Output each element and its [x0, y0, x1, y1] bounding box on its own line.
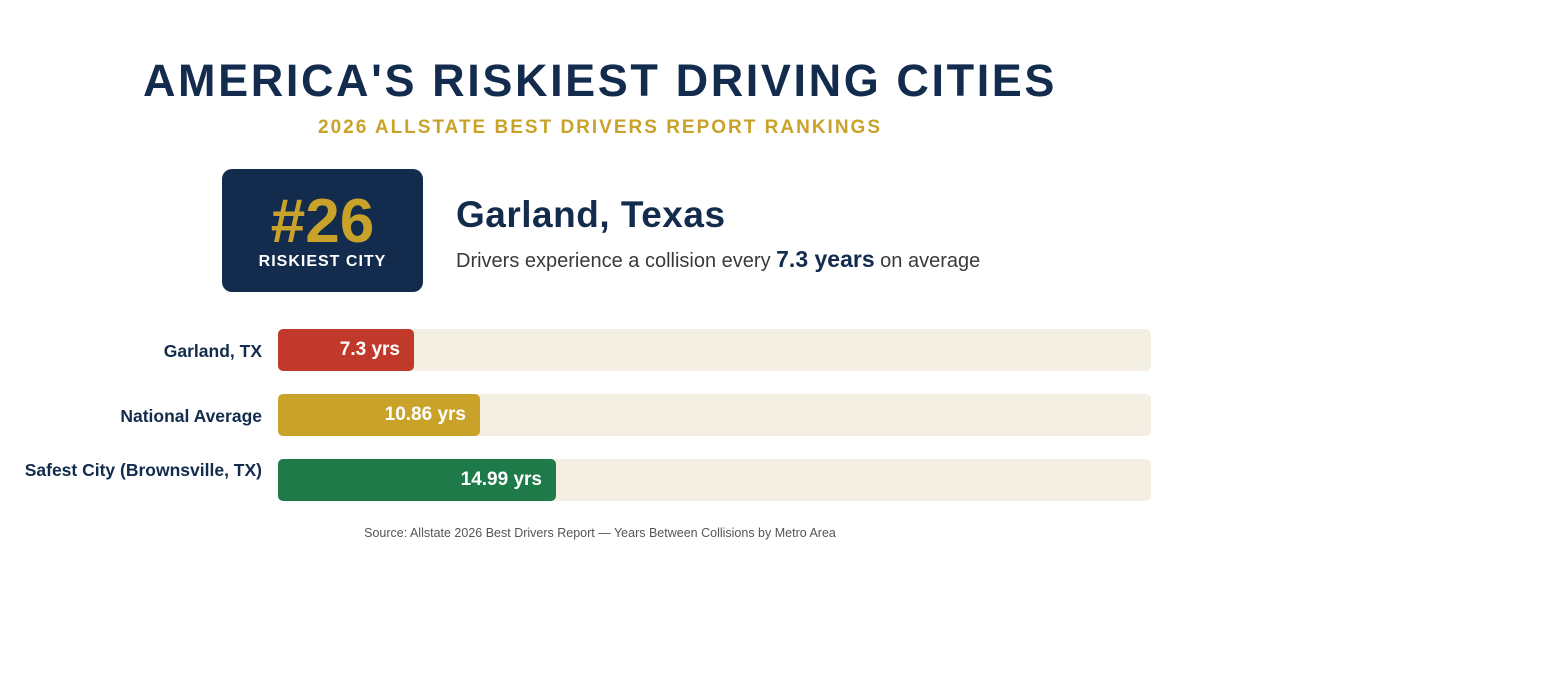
city-desc-prefix: Drivers experience a collision every [456, 250, 777, 272]
rank-card: #26 RISKIEST CITY [222, 169, 423, 292]
page-title: AMERICA'S RISKIEST DRIVING CITIES [142, 55, 1058, 106]
city-name: Garland, Texas [456, 194, 726, 235]
bar-track: 14.99 yrs [278, 459, 1151, 501]
bar-label: National Average [120, 406, 262, 426]
bar: 10.86 yrs [278, 394, 480, 436]
bar: 14.99 yrs [278, 459, 556, 501]
bar: 7.3 yrs [278, 329, 414, 371]
bar-value-label: 10.86 yrs [384, 404, 466, 425]
bar-value-label: 14.99 yrs [460, 469, 542, 490]
city-description: Drivers experience a collision every 7.3… [456, 246, 980, 273]
bar-track: 10.86 yrs [278, 394, 1151, 436]
source-note: Source: Allstate 2026 Best Drivers Repor… [364, 526, 836, 540]
city-desc-suffix: on average [874, 250, 981, 272]
bar-label: Garland, TX [163, 341, 262, 361]
city-desc-highlight: 7.3 years [776, 246, 875, 272]
bar-track: 7.3 yrs [278, 329, 1151, 371]
page-subtitle: 2026 ALLSTATE BEST DRIVERS REPORT RANKIN… [318, 117, 882, 138]
rank-label: RISKIEST CITY [258, 253, 387, 270]
rank-number: #26 [270, 187, 375, 256]
bar-label: Safest City (Brownsville, TX) [24, 460, 262, 480]
bar-value-label: 7.3 yrs [339, 339, 400, 360]
